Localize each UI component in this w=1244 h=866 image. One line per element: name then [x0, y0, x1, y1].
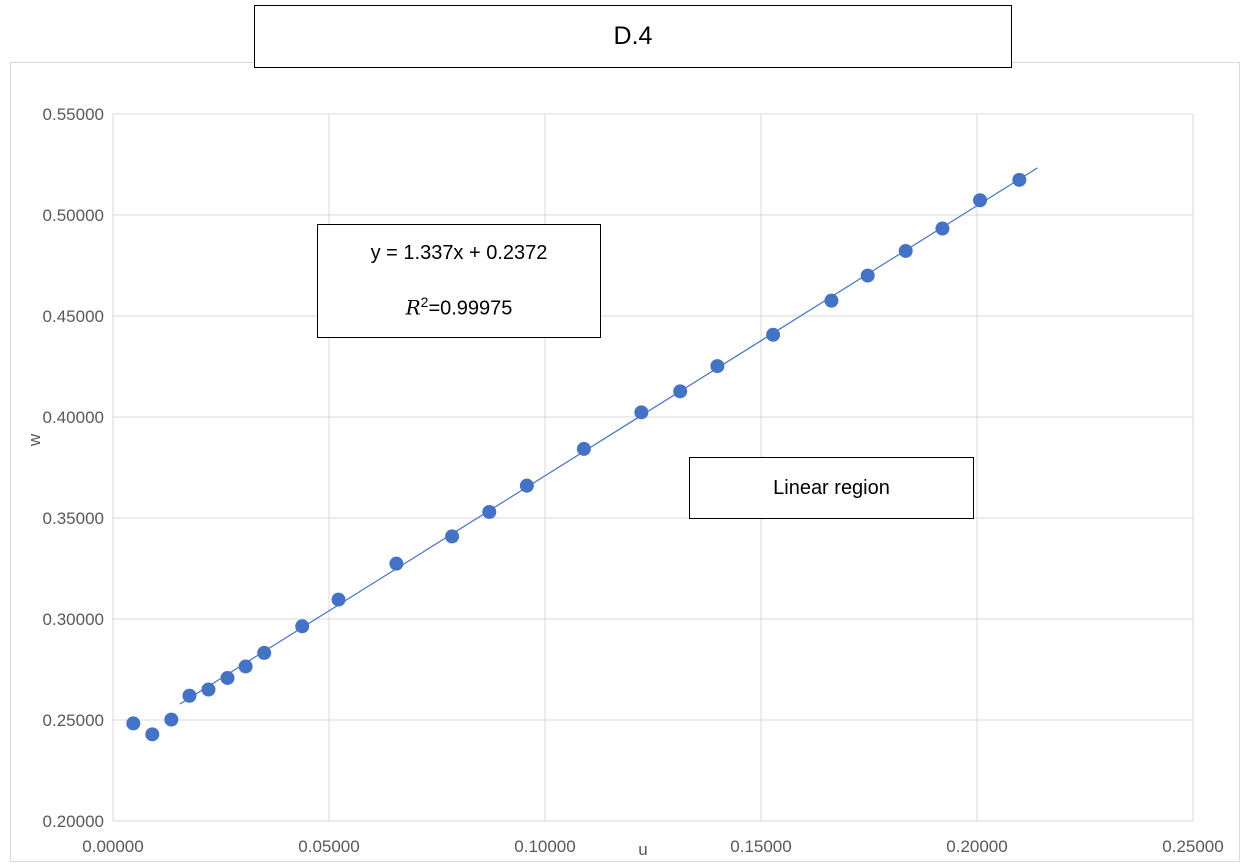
data-point	[482, 505, 496, 519]
data-point	[182, 689, 196, 703]
x-tick-label: 0.20000	[946, 837, 1007, 856]
data-point	[332, 593, 346, 607]
data-point	[164, 713, 178, 727]
region-annotation-text: Linear region	[773, 477, 890, 500]
r-squared-symbol: R	[406, 296, 421, 320]
y-axis-label: w	[25, 433, 44, 447]
y-tick-label: 0.50000	[43, 206, 104, 225]
y-tick-label: 0.55000	[43, 105, 104, 124]
data-point	[1012, 173, 1026, 187]
data-point	[673, 384, 687, 398]
x-tick-label: 0.25000	[1162, 837, 1223, 856]
equation-box: y = 1.337x + 0.2372 R2=0.99975	[317, 224, 601, 338]
x-tick-labels: 0.00000 0.05000 0.10000 0.15000 0.20000 0.250…	[82, 837, 1223, 856]
data-point	[824, 294, 838, 308]
x-tick-label: 0.10000	[514, 837, 575, 856]
data-point	[766, 328, 780, 342]
data-point	[577, 442, 591, 456]
chart-title-text: D.4	[614, 22, 653, 51]
data-point	[973, 193, 987, 207]
data-point	[145, 727, 159, 741]
x-tick-label: 0.05000	[298, 837, 359, 856]
y-tick-labels: 0.20000 0.25000 0.30000 0.35000 0.40000 0.450…	[43, 105, 104, 831]
y-tick-label: 0.35000	[43, 509, 104, 528]
r-squared-label: R2=0.99975	[318, 294, 600, 321]
data-point	[239, 659, 253, 673]
data-point	[445, 529, 459, 543]
data-point	[295, 619, 309, 633]
data-point	[861, 269, 875, 283]
data-point	[257, 646, 271, 660]
region-annotation-box: Linear region	[689, 457, 974, 519]
data-point	[520, 479, 534, 493]
data-point	[389, 557, 403, 571]
chart-title: D.4	[254, 5, 1012, 68]
y-tick-label: 0.25000	[43, 711, 104, 730]
r-squared-value: =0.99975	[428, 298, 512, 320]
y-tick-label: 0.40000	[43, 408, 104, 427]
x-tick-label: 0.15000	[730, 837, 791, 856]
data-point	[634, 405, 648, 419]
data-point	[201, 682, 215, 696]
x-tick-label: 0.00000	[82, 837, 143, 856]
data-point	[220, 671, 234, 685]
trendline-equation: y = 1.337x + 0.2372	[318, 242, 600, 265]
gridlines	[113, 114, 1193, 821]
data-point	[126, 716, 140, 730]
data-point	[710, 359, 724, 373]
data-point	[899, 244, 913, 258]
data-point	[935, 222, 949, 236]
y-tick-label: 0.30000	[43, 610, 104, 629]
y-tick-label: 0.45000	[43, 307, 104, 326]
y-tick-label: 0.20000	[43, 812, 104, 831]
x-axis-label: u	[638, 840, 647, 859]
